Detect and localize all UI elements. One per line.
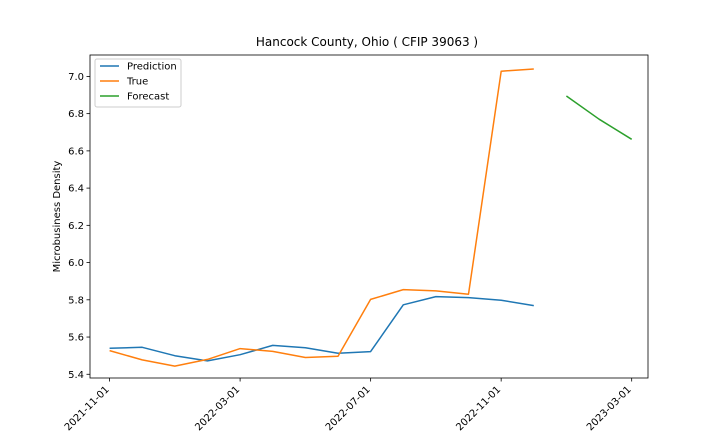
series-line-prediction — [109, 295, 534, 362]
y-tick-label: 6.8 — [68, 109, 84, 120]
legend-item-forecast[interactable]: Forecast — [100, 92, 169, 103]
plot-area — [89, 54, 649, 379]
legend-label: Forecast — [127, 92, 169, 103]
y-tick-label: 5.8 — [68, 295, 84, 306]
x-tick-label: 2022-07-01 — [324, 384, 373, 432]
y-axis: 5.4 5.6 5.8 6.0 6.2 6.4 6.6 6.8 7.0 — [68, 72, 90, 381]
legend-box — [94, 58, 182, 108]
series-line-true — [109, 68, 534, 367]
x-tick-label: 2022-03-01 — [193, 384, 242, 432]
legend-item-true[interactable]: True — [100, 77, 148, 88]
y-tick-label: 6.2 — [68, 221, 84, 232]
x-tick-label: 2022-11-01 — [454, 384, 503, 432]
y-tick-label: 7.0 — [68, 72, 84, 83]
legend-label: Prediction — [127, 62, 177, 73]
y-tick-label: 6.0 — [68, 258, 84, 269]
y-axis-label: Microbusiness Density — [52, 161, 63, 273]
x-tick-label: 2023-03-01 — [585, 384, 634, 432]
x-tick-label: 2021-11-01 — [63, 384, 112, 432]
chart-title: Hancock County, Ohio ( CFIP 39063 ) — [256, 35, 478, 49]
y-tick-label: 5.6 — [68, 333, 84, 344]
legend[interactable]: Prediction True Forecast — [94, 58, 182, 108]
legend-label: True — [126, 77, 148, 88]
y-tick-label: 6.6 — [68, 146, 84, 157]
x-axis: 2021-11-01 2022-03-01 2022-07-01 2022-11-01… — [63, 378, 634, 432]
legend-item-prediction[interactable]: Prediction — [100, 62, 177, 73]
series-layer — [109, 68, 633, 367]
y-tick-label: 6.4 — [68, 184, 84, 195]
y-tick-label: 5.4 — [68, 370, 84, 381]
series-line-forecast — [565, 95, 633, 140]
